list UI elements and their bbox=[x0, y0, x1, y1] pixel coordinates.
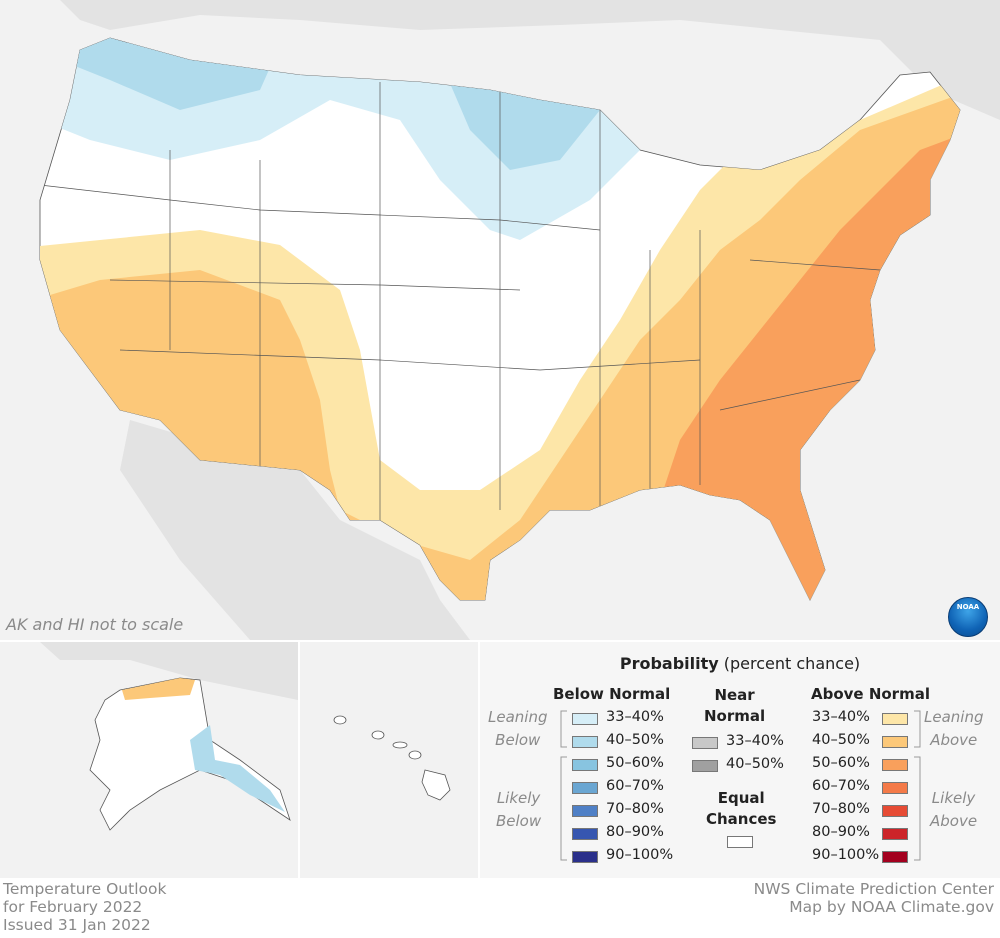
footer-source: NWS Climate Prediction Center bbox=[753, 880, 994, 898]
near-normal-label-1: 40–50% bbox=[726, 756, 784, 772]
not-to-scale-note: AK and HI not to scale bbox=[6, 615, 184, 634]
footer-title: Temperature Outlook bbox=[3, 880, 167, 898]
above-normal-label-6: 90–100% bbox=[812, 847, 880, 863]
mexico-land bbox=[120, 420, 470, 640]
above-normal-label-3: 60–70% bbox=[812, 778, 870, 794]
likely-below-label: Likely Below bbox=[496, 789, 542, 830]
above-normal-label-2: 50–60% bbox=[812, 755, 870, 771]
below-normal-swatch-2 bbox=[572, 759, 598, 771]
alaska-shape bbox=[89, 677, 291, 831]
leaning-above-label: Leaning Above bbox=[924, 708, 984, 749]
above-normal-swatch-1 bbox=[882, 736, 908, 748]
below-normal-swatch-3 bbox=[572, 782, 598, 794]
near-normal-swatch-1 bbox=[692, 760, 718, 772]
hawaii-islands bbox=[333, 715, 451, 801]
alaska-above-normal-zone bbox=[122, 678, 195, 700]
footer-period: for February 2022 bbox=[3, 898, 143, 916]
above-normal-swatch-0 bbox=[882, 713, 908, 725]
near-normal-header: Near Normal bbox=[704, 686, 766, 725]
above-normal-header: Above Normal bbox=[811, 685, 930, 703]
above-normal-swatch-6 bbox=[882, 851, 908, 863]
zone-below-40-50-northwest bbox=[40, 38, 300, 110]
above-normal-swatch-2 bbox=[882, 759, 908, 771]
equal-chances-swatch bbox=[727, 836, 753, 848]
state-boundaries bbox=[40, 82, 881, 520]
alaska-inset-canada bbox=[40, 642, 298, 700]
near-normal-label-0: 33–40% bbox=[726, 733, 784, 749]
noaa-logo-icon: NOAA bbox=[948, 597, 988, 637]
above-normal-label-5: 80–90% bbox=[812, 824, 870, 840]
below-normal-header: Below Normal bbox=[553, 685, 671, 703]
above-normal-swatch-5 bbox=[882, 828, 908, 840]
below-normal-swatch-1 bbox=[572, 736, 598, 748]
below-normal-swatch-5 bbox=[572, 828, 598, 840]
hawaii-inset-background bbox=[300, 642, 478, 878]
alaska-below-normal-zone bbox=[190, 725, 285, 812]
above-normal-label-1: 40–50% bbox=[812, 732, 870, 748]
below-normal-label-4: 70–80% bbox=[606, 801, 664, 817]
below-normal-swatch-6 bbox=[572, 851, 598, 863]
below-normal-swatch-4 bbox=[572, 805, 598, 817]
footer-issued: Issued 31 Jan 2022 bbox=[3, 916, 151, 934]
likely-above-label: Likely Above bbox=[930, 789, 978, 830]
below-normal-label-0: 33–40% bbox=[606, 709, 664, 725]
above-normal-swatch-3 bbox=[882, 782, 908, 794]
zone-above-40-50 bbox=[40, 80, 960, 600]
above-normal-swatch-4 bbox=[882, 805, 908, 817]
below-normal-label-2: 50–60% bbox=[606, 755, 664, 771]
legend-title: Probability (percent chance) bbox=[619, 654, 861, 673]
below-normal-label-3: 60–70% bbox=[606, 778, 664, 794]
near-normal-swatch-0 bbox=[692, 737, 718, 749]
equal-chances-header: Equal Chances bbox=[706, 789, 777, 828]
footer-right: NWS Climate Prediction Center Map by NOA… bbox=[754, 880, 994, 916]
footer-credit: Map by NOAA Climate.gov bbox=[789, 898, 994, 916]
above-normal-label-0: 33–40% bbox=[812, 709, 870, 725]
leaning-below-label: Leaning Below bbox=[488, 708, 548, 749]
footer-left: Temperature Outlook for February 2022 Is… bbox=[3, 880, 166, 934]
below-normal-label-5: 80–90% bbox=[606, 824, 664, 840]
canada-land bbox=[60, 0, 1000, 120]
below-normal-label-6: 90–100% bbox=[606, 847, 674, 863]
below-normal-swatch-0 bbox=[572, 713, 598, 725]
below-normal-label-1: 40–50% bbox=[606, 732, 664, 748]
above-normal-label-4: 70–80% bbox=[812, 801, 870, 817]
